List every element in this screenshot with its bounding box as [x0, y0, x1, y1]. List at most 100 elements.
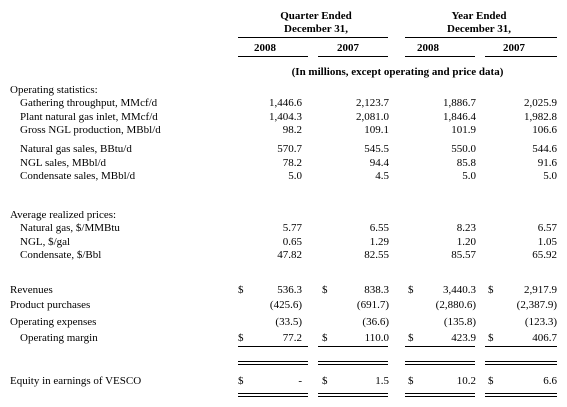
row-value: (36.6)	[362, 316, 389, 328]
margin-double-rule-y2007	[485, 361, 557, 365]
row-value: 2,025.9	[524, 97, 557, 109]
row-value: 91.6	[537, 157, 557, 169]
row-value: 5.0	[543, 170, 557, 182]
row-value: (123.3)	[524, 316, 557, 328]
row-label: Operating margin	[20, 332, 98, 344]
row-value: 1.05	[537, 236, 557, 248]
currency-sign: $	[238, 284, 244, 296]
vesco-double-rule-q2008	[238, 393, 308, 397]
margin-double-rule-y2008	[405, 361, 475, 365]
row-value: 570.7	[277, 143, 302, 155]
row-value: 1.5	[375, 375, 389, 387]
row-value: (425.6)	[269, 299, 302, 311]
row-label: Condensate sales, MBbl/d	[20, 170, 136, 182]
row-value: (2,387.9)	[516, 299, 557, 311]
row-value: 536.3	[277, 284, 302, 296]
row-label: NGL, $/gal	[20, 236, 71, 248]
row-value: 5.0	[288, 170, 302, 182]
row-value: 6.6	[543, 375, 557, 387]
row-value: (2,880.6)	[435, 299, 476, 311]
row-value: 4.5	[375, 170, 389, 182]
row-value: (691.7)	[356, 299, 389, 311]
col-q2008: 2008	[254, 42, 276, 54]
row-value: 2,081.0	[356, 111, 389, 123]
row-value: 1,982.8	[524, 111, 557, 123]
row-value: 47.82	[277, 249, 302, 261]
row-label: Product purchases	[10, 299, 91, 311]
row-value: 6.57	[537, 222, 557, 234]
row-value: (135.8)	[443, 316, 476, 328]
row-value: 106.6	[532, 124, 557, 136]
opex-rule-y2008	[405, 346, 475, 347]
opex-rule-y2007	[485, 346, 557, 347]
vesco-double-rule-q2007	[318, 393, 388, 397]
row-label: Gross NGL production, MBbl/d	[20, 124, 161, 136]
col-y2008: 2008	[417, 42, 439, 54]
row-value: (33.5)	[275, 316, 302, 328]
row-value: 5.77	[282, 222, 302, 234]
currency-sign: $	[238, 332, 244, 344]
row-value: 77.2	[282, 332, 302, 344]
row-value: 1,446.6	[269, 97, 302, 109]
opex-rule-q2008	[238, 346, 308, 347]
currency-sign: $	[408, 332, 414, 344]
currency-sign: $	[488, 332, 494, 344]
row-value: 1,404.3	[269, 111, 302, 123]
currency-sign: $	[408, 375, 414, 387]
vesco-double-rule-y2007	[485, 393, 557, 397]
row-value: 406.7	[532, 332, 557, 344]
row-value: 1.20	[456, 236, 476, 248]
row-value: 5.0	[462, 170, 476, 182]
margin-double-rule-q2008	[238, 361, 308, 365]
row-value: 2,123.7	[356, 97, 389, 109]
quarter-ended-subheader: December 31,	[284, 23, 348, 35]
currency-sign: $	[238, 375, 244, 387]
row-value: 0.65	[282, 236, 302, 248]
year-ended-header: Year Ended	[451, 10, 507, 22]
currency-sign: $	[408, 284, 414, 296]
row-value: 1.29	[369, 236, 389, 248]
row-value: 545.5	[364, 143, 389, 155]
row-value: 8.23	[456, 222, 476, 234]
row-label: Operating expenses	[10, 316, 97, 328]
row-label: Gathering throughput, MMcf/d	[20, 97, 158, 109]
row-label: Plant natural gas inlet, MMcf/d	[20, 111, 158, 123]
col-y2007-rule	[485, 56, 557, 57]
currency-sign: $	[322, 284, 328, 296]
row-value: 82.55	[364, 249, 389, 261]
vesco-double-rule-y2008	[405, 393, 475, 397]
currency-sign: $	[322, 375, 328, 387]
margin-double-rule-q2007	[318, 361, 388, 365]
col-q2007-rule	[318, 56, 388, 57]
year-header-rule	[405, 37, 557, 38]
section-operating-statistics: Operating statistics:	[10, 84, 98, 96]
row-value: 85.57	[451, 249, 476, 261]
row-value: 78.2	[282, 157, 302, 169]
row-value: 1,846.4	[443, 111, 476, 123]
quarter-header-rule	[238, 37, 388, 38]
row-value: 423.9	[451, 332, 476, 344]
units-note: (In millions, except operating and price…	[291, 66, 504, 78]
row-label: Revenues	[10, 284, 53, 296]
currency-sign: $	[322, 332, 328, 344]
row-value: 838.3	[364, 284, 389, 296]
quarter-ended-header: Quarter Ended	[280, 10, 352, 22]
row-value: 550.0	[451, 143, 476, 155]
col-y2008-rule	[405, 56, 475, 57]
row-label: NGL sales, MBbl/d	[20, 157, 107, 169]
row-value: 6.55	[369, 222, 389, 234]
row-label: Equity in earnings of VESCO	[10, 375, 142, 387]
row-value: 98.2	[282, 124, 302, 136]
row-value: 10.2	[456, 375, 476, 387]
col-y2007: 2007	[503, 42, 525, 54]
col-q2007: 2007	[337, 42, 359, 54]
row-value: 109.1	[364, 124, 389, 136]
row-label: Natural gas sales, BBtu/d	[20, 143, 132, 155]
row-value: 85.8	[456, 157, 476, 169]
year-ended-subheader: December 31,	[447, 23, 511, 35]
row-value: 94.4	[369, 157, 389, 169]
row-value: 3,440.3	[443, 284, 476, 296]
row-value: -	[298, 375, 302, 387]
col-q2008-rule	[238, 56, 308, 57]
row-value: 544.6	[532, 143, 557, 155]
